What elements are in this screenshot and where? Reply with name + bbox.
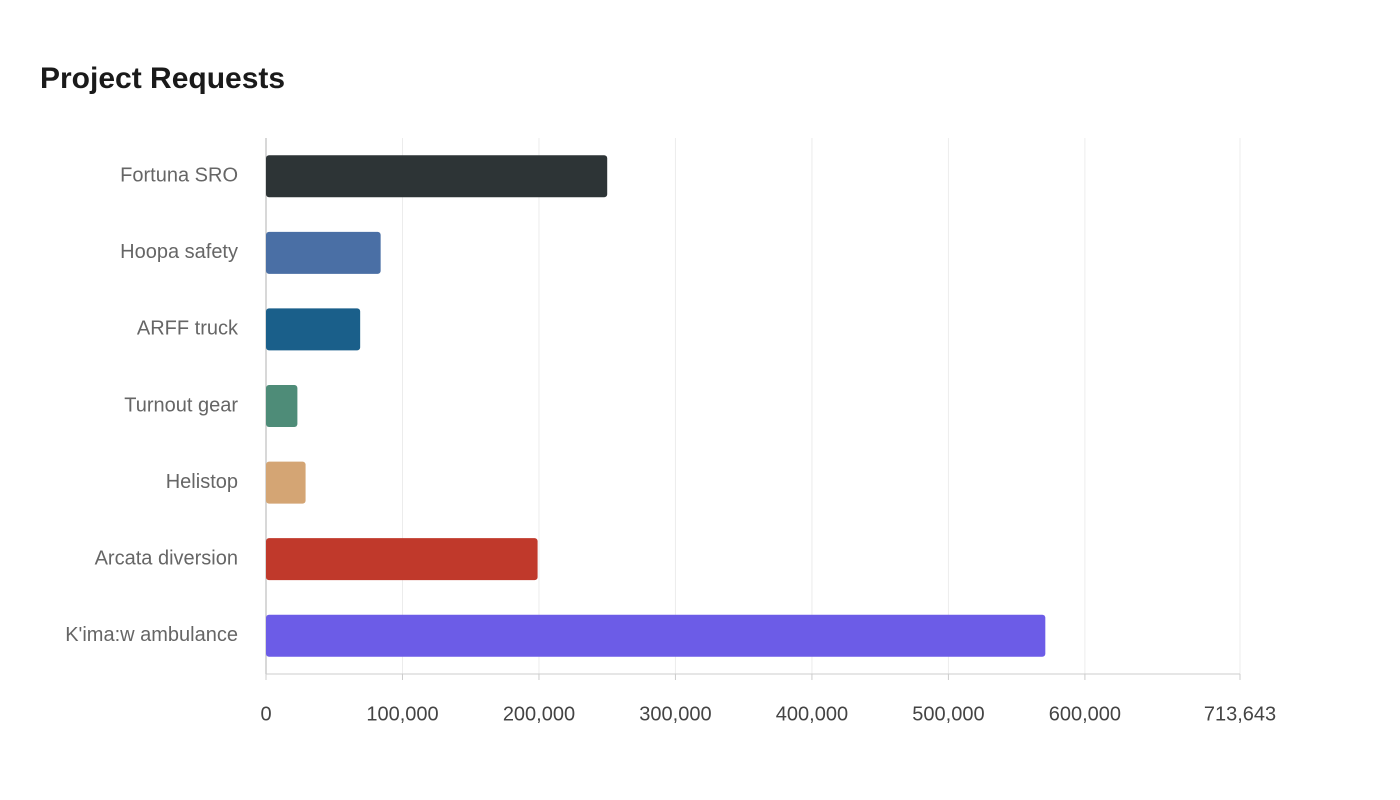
y-tick-label: Arcata diversion xyxy=(95,547,238,569)
x-tick-label: 500,000 xyxy=(912,703,984,725)
y-tick-label: K'ima:w ambulance xyxy=(65,624,238,646)
y-tick-label: Helistop xyxy=(166,471,238,493)
bar xyxy=(266,308,361,351)
bar xyxy=(266,538,538,581)
x-tick-label: 100,000 xyxy=(366,703,438,725)
x-tick-label: 713,643 xyxy=(1204,703,1276,725)
x-tick-label: 300,000 xyxy=(639,703,711,725)
bar xyxy=(266,461,306,504)
y-tick-label: ARFF truck xyxy=(137,318,239,340)
bar xyxy=(266,231,381,274)
bar xyxy=(266,155,608,198)
y-tick-label: Turnout gear xyxy=(124,394,238,416)
y-tick-label: Fortuna SRO xyxy=(120,165,238,187)
x-tick-label: 600,000 xyxy=(1049,703,1121,725)
bar xyxy=(266,614,1046,657)
y-tick-label: Hoopa safety xyxy=(120,241,238,263)
chart-title: Project Requests xyxy=(40,62,285,95)
bar xyxy=(266,385,298,427)
x-tick-label: 0 xyxy=(260,703,271,725)
x-tick-label: 200,000 xyxy=(503,703,575,725)
x-tick-label: 400,000 xyxy=(776,703,848,725)
